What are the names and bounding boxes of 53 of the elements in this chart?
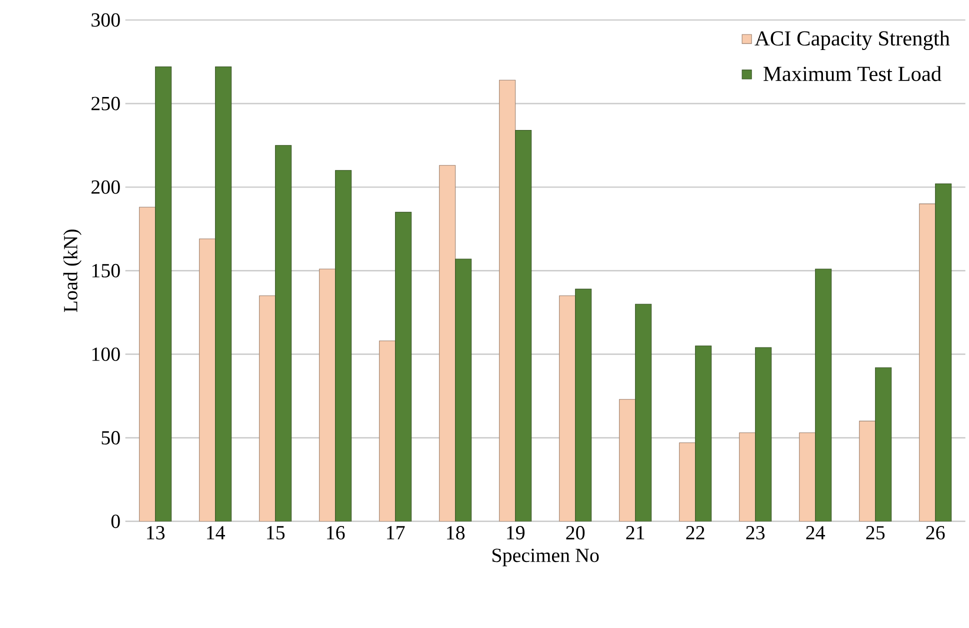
y-tick-label: 300: [92, 13, 120, 27]
bar: [379, 340, 396, 522]
legend-label: ACI Capacity Strength: [754, 30, 950, 50]
bar: [875, 367, 892, 522]
x-tick-label: 19: [507, 526, 525, 540]
x-tick-label: 26: [926, 526, 945, 540]
bar: [515, 130, 532, 522]
bar: [919, 204, 936, 522]
bar: [395, 212, 412, 522]
bar: [155, 66, 172, 522]
y-tick-label: 50: [102, 431, 120, 445]
x-tick-label: 22: [686, 526, 704, 540]
y-tick-label: 150: [92, 264, 120, 278]
bar: [575, 288, 592, 522]
y-tick-label: 200: [92, 180, 120, 194]
x-axis-title: Specimen No: [492, 548, 599, 566]
x-tick-label: 14: [207, 526, 226, 540]
x-tick-label: 23: [746, 526, 765, 540]
x-tick-label: 15: [267, 526, 285, 540]
bar: [455, 258, 472, 522]
y-tick-label: 100: [92, 347, 120, 361]
x-tick-label: 18: [447, 526, 465, 540]
bar: [619, 399, 636, 522]
bar: [259, 295, 276, 522]
y-axis-title: Load (kN): [63, 230, 82, 312]
bar: [275, 145, 292, 522]
bar: [679, 442, 696, 522]
bar: [815, 268, 832, 522]
bar: [439, 165, 456, 522]
bar: [499, 80, 516, 522]
legend-label: Maximum Test Load: [764, 66, 942, 82]
bar: [199, 238, 216, 522]
x-tick-label: 24: [806, 526, 826, 540]
bar: [215, 66, 232, 522]
x-tick-label: 17: [387, 526, 405, 540]
bar: [559, 295, 576, 522]
x-tick-label: 20: [566, 526, 585, 540]
bar: [859, 420, 876, 522]
bar: [755, 347, 772, 522]
x-tick-label: 13: [147, 526, 165, 540]
y-tick-label: 0: [111, 514, 120, 528]
y-tick-label: 250: [92, 96, 120, 110]
bar: [335, 170, 352, 522]
x-tick-label: 25: [866, 526, 885, 540]
bar: [739, 432, 756, 522]
x-tick-label: 16: [327, 526, 345, 540]
bar: [799, 432, 816, 522]
bar: [319, 268, 336, 522]
bar: [935, 183, 952, 522]
bar: [139, 206, 156, 522]
bar: [635, 304, 652, 522]
x-tick-label: 21: [626, 526, 644, 540]
bar: [695, 346, 712, 522]
